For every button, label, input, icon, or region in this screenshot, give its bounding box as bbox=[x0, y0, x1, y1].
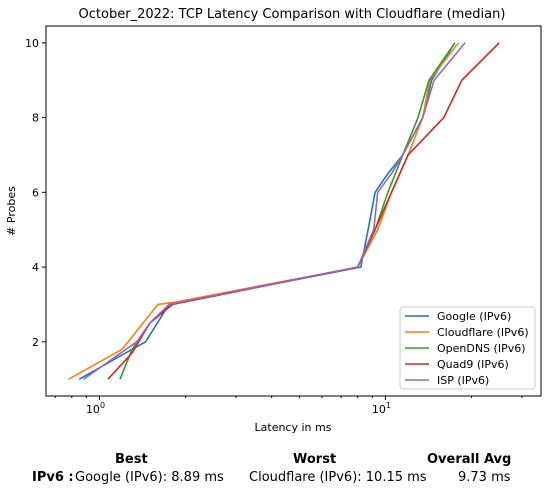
y-tick-label-2: 6 bbox=[32, 186, 39, 199]
legend-label-0: Google (IPv6) bbox=[437, 310, 511, 323]
x-axis-ticks: 100 101 bbox=[55, 396, 522, 416]
x-tick-label-1: 101 bbox=[372, 401, 391, 416]
x-axis-label: Latency in ms bbox=[255, 421, 332, 434]
legend-label-2: OpenDNS (IPv6) bbox=[437, 342, 526, 355]
legend-label-4: ISP (IPv6) bbox=[437, 374, 489, 387]
summary-table: Best Worst Overall Avg IPv6 : Google (IP… bbox=[0, 446, 548, 496]
series-line-0 bbox=[79, 43, 455, 379]
legend: Google (IPv6) Cloudflare (IPv6) OpenDNS (I… bbox=[400, 307, 535, 389]
y-tick-label-4: 10 bbox=[25, 37, 39, 50]
best-header: Best bbox=[115, 452, 148, 467]
chart-title: October_2022: TCP Latency Comparison wit… bbox=[79, 7, 506, 22]
best-value: Google (IPv6): 8.89 ms bbox=[75, 470, 224, 485]
legend-label-3: Quad9 (IPv6) bbox=[437, 358, 509, 371]
worst-header: Worst bbox=[293, 452, 336, 467]
y-tick-label-3: 8 bbox=[32, 112, 39, 125]
avg-value: 9.73 ms bbox=[458, 470, 511, 485]
y-axis-ticks: 2 4 6 8 10 bbox=[25, 37, 46, 349]
worst-value: Cloudflare (IPv6): 10.15 ms bbox=[249, 470, 427, 485]
y-axis-label: # Probes bbox=[5, 186, 18, 236]
y-tick-label-0: 2 bbox=[32, 336, 39, 349]
ipv6-row-label: IPv6 : bbox=[32, 470, 74, 485]
legend-label-1: Cloudflare (IPv6) bbox=[437, 326, 529, 339]
latency-chart: October_2022: TCP Latency Comparison wit… bbox=[0, 0, 548, 446]
x-tick-label-0: 100 bbox=[86, 401, 105, 416]
y-tick-label-1: 4 bbox=[32, 261, 39, 274]
avg-header: Overall Avg bbox=[427, 452, 511, 467]
